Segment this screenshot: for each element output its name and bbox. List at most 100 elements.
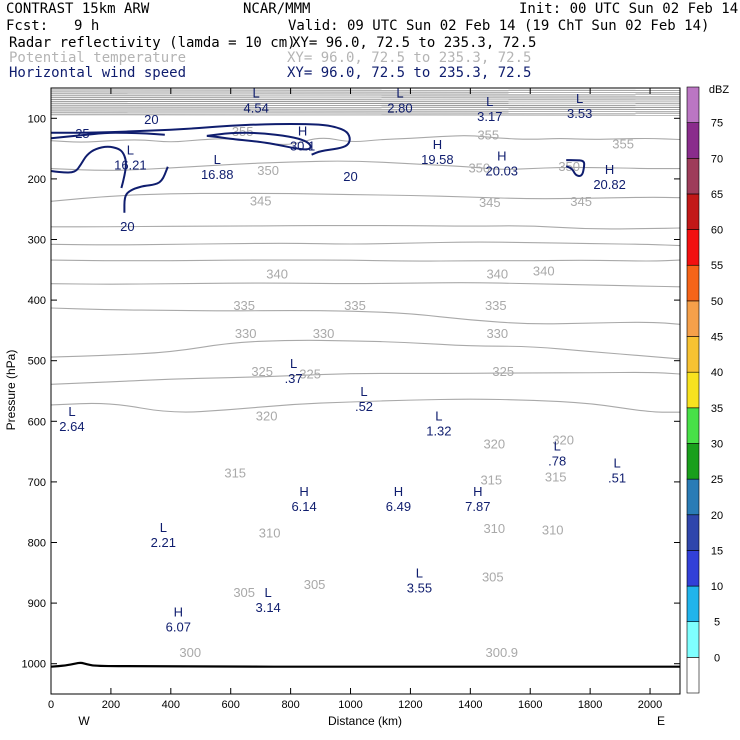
theta-label: 350 [558, 159, 580, 174]
theta-label: 330 [235, 326, 257, 341]
wind-contour-25 [51, 131, 165, 140]
field-xy-reflectivity: XY= 96.0, 72.5 to 235.3, 72.5 [292, 35, 536, 51]
colorbar-swatch [686, 514, 700, 551]
extremum-value: 2.64 [59, 419, 84, 434]
wind-contour-20 [123, 166, 169, 213]
forecast-hour: 9 h [74, 18, 99, 34]
theta-label: 345 [479, 195, 501, 210]
x-tick-label: 200 [102, 699, 120, 711]
y-tick-label: 100 [28, 113, 46, 125]
colorbar-level-label: 45 [711, 332, 723, 344]
extremum-type: L [554, 438, 561, 453]
theta-label: 300 [179, 645, 201, 660]
colorbar-swatch [686, 122, 700, 159]
theta-contour-340 [51, 225, 680, 230]
theta-contour-320 [51, 307, 680, 325]
y-tick-label: 900 [28, 598, 46, 610]
theta-label: 355 [477, 127, 499, 142]
colorbar-swatch [686, 443, 700, 480]
theta-label: 320 [552, 433, 574, 448]
extremum-value: 3.17 [477, 109, 502, 124]
y-tick-label: 500 [28, 356, 46, 368]
x-tick-label: 1000 [338, 699, 362, 711]
colorbar-level-label: 10 [711, 581, 723, 593]
extremum-type: L [160, 520, 167, 535]
colorbar-level-label: 35 [711, 403, 723, 415]
colorbar-swatch [686, 300, 700, 337]
colorbar-swatch [686, 657, 700, 694]
theta-contour-335 [51, 241, 680, 247]
y-tick-label: 400 [28, 295, 46, 307]
init-time: Init: 00 UTC Sun 02 Feb 14 [519, 1, 738, 17]
extremum-value: 6.49 [386, 499, 411, 514]
field-name-theta: Potential temperature [9, 50, 186, 66]
x-tick-label: 1600 [518, 699, 542, 711]
x-tick-label: 600 [222, 699, 240, 711]
extremum-type: L [435, 409, 442, 424]
colorbar-swatch [686, 193, 700, 230]
extremum-type: L [613, 455, 620, 470]
extremum-value: 20.82 [593, 177, 626, 192]
extremum-value: 20.03 [486, 164, 519, 179]
theta-label: 355 [612, 136, 634, 151]
theta-label: 350 [468, 161, 490, 176]
colorbar-level-label: 55 [711, 260, 723, 272]
extremum-value: 7.87 [465, 499, 490, 514]
theta-label: 325 [299, 367, 321, 382]
theta-contour-305 [51, 398, 680, 413]
extremum-type: L [253, 86, 260, 101]
extremum-type: L [396, 86, 403, 101]
theta-label: 315 [545, 470, 567, 485]
theta-label: 315 [224, 465, 246, 480]
extremum-value: 6.07 [166, 619, 191, 634]
y-tick-label: 1000 [22, 659, 46, 671]
theta-label: 335 [344, 298, 366, 313]
colorbar-swatch [686, 86, 700, 123]
colorbar-level-label: 0 [714, 652, 720, 664]
x-tick-label: 1800 [578, 699, 602, 711]
colorbar-level-label: 50 [711, 296, 723, 308]
wind-contour-20 [206, 131, 312, 151]
x-tick-label: 1200 [398, 699, 422, 711]
theta-label: 330 [486, 326, 508, 341]
theta-label: 345 [570, 194, 592, 209]
extremum-value: 19.58 [421, 152, 454, 167]
extremum-type: L [265, 585, 272, 600]
center-label: NCAR/MMM [243, 1, 310, 17]
colorbar-swatch [686, 550, 700, 587]
theta-label: 325 [492, 364, 514, 379]
theta-label: 335 [485, 298, 507, 313]
extremum-value: 30.1 [290, 138, 315, 153]
extremum-type: L [416, 566, 423, 581]
x-tick-label: 400 [162, 699, 180, 711]
extremum-type: H [473, 484, 482, 499]
colorbar-swatch [686, 407, 700, 444]
plot-area: 355 355 355 350 350 350 345 345 345 340 340 340 335 3… [51, 86, 680, 668]
axes: 0 200 400 600 800 1000 1200 1400 1600 1800 2000 100… [22, 87, 681, 711]
theta-label: 310 [483, 521, 505, 536]
theta-contour-310 [51, 371, 680, 385]
field-xy-wind: XY= 96.0, 72.5 to 235.3, 72.5 [287, 65, 531, 81]
x-tick-label: 800 [281, 699, 299, 711]
wind-contour-20 [565, 159, 586, 177]
colorbar-level-label: 30 [711, 438, 723, 450]
colorbar-level-label: 20 [711, 510, 723, 522]
extremum-value: .51 [608, 470, 626, 485]
extremum-type: L [576, 91, 583, 106]
extremum-value: 3.55 [407, 581, 432, 596]
extremum-value: .78 [548, 453, 566, 468]
model-title: CONTRAST 15km ARW [6, 1, 150, 17]
extremum-value: 3.53 [567, 106, 592, 121]
extremum-type: H [298, 123, 307, 138]
extremum-value: 1.32 [426, 424, 451, 439]
y-axis-label: Pressure (hPa) [4, 350, 18, 431]
colorbar-level-label: 40 [711, 367, 723, 379]
theta-label: 310 [542, 522, 564, 537]
extremum-value: 2.80 [387, 101, 412, 116]
wind-contour-label: 20 [144, 112, 158, 127]
colorbar-level-label: 75 [711, 118, 723, 130]
y-tick-label: 200 [28, 174, 46, 186]
extremum-type: L [127, 143, 134, 158]
plot-frame [50, 87, 681, 695]
wind-contour-label: 20 [120, 219, 134, 234]
